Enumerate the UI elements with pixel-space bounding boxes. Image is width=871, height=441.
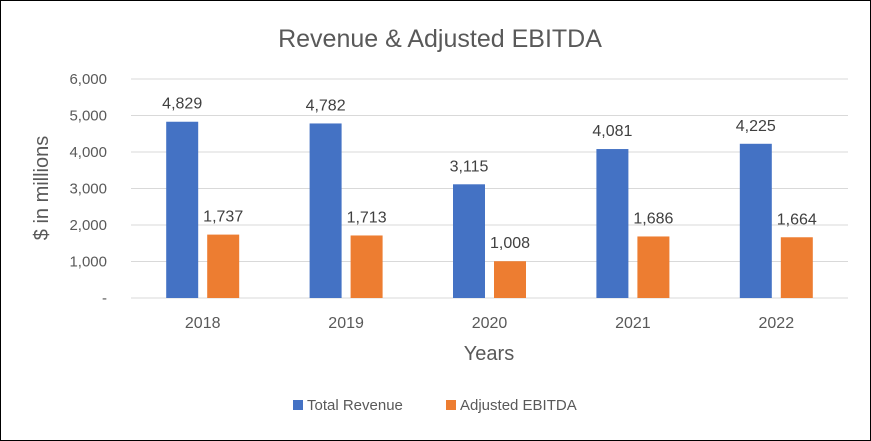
- bar-total-revenue-2022: [739, 143, 772, 298]
- data-label: 1,008: [490, 235, 530, 252]
- data-label: 1,664: [777, 211, 817, 228]
- bar-total-revenue-2018: [166, 121, 199, 298]
- data-label: 4,782: [306, 97, 346, 114]
- bar-adjusted-ebitda-2022: [780, 237, 813, 298]
- legend: Total Revenue Adjusted EBITDA: [293, 397, 577, 414]
- x-axis-categories: 2018 2019 2020 2021 2022: [185, 315, 794, 332]
- x-tick-label: 2022: [759, 315, 795, 332]
- bars: [166, 121, 813, 298]
- bar-adjusted-ebitda-2019: [350, 235, 383, 298]
- y-axis-title: $ in millions: [31, 136, 53, 240]
- data-labels: 4,829 1,737 4,782 1,713 3,115 1,008 4,081 1,686…: [162, 96, 817, 252]
- y-tick-label: 2,000: [69, 217, 107, 234]
- data-label: 1,737: [203, 209, 243, 226]
- legend-swatch: [293, 400, 303, 410]
- data-label: 1,686: [633, 210, 673, 227]
- bar-total-revenue-2020: [453, 184, 485, 298]
- y-tick-label: 3,000: [69, 181, 107, 198]
- legend-label: Total Revenue: [307, 397, 403, 414]
- y-tick-label: 1,000: [69, 254, 107, 271]
- chart-title: Revenue & Adjusted EBITDA: [278, 25, 602, 53]
- y-tick-label: 6,000: [69, 71, 107, 88]
- bar-adjusted-ebitda-2020: [494, 261, 526, 298]
- bar-adjusted-ebitda-2018: [207, 234, 240, 298]
- data-label: 3,115: [450, 158, 489, 175]
- data-label: 4,225: [736, 118, 776, 135]
- y-tick-label: 5,000: [69, 108, 107, 125]
- y-tick-label: -: [102, 290, 107, 307]
- data-label: 4,081: [592, 123, 632, 140]
- x-axis-title: Years: [464, 343, 514, 365]
- legend-label: Adjusted EBITDA: [460, 397, 577, 414]
- y-axis-ticks: - 1,000 2,000 3,000 4,000 5,000 6,000: [69, 71, 107, 307]
- legend-swatch: [446, 400, 456, 410]
- data-label: 4,829: [162, 96, 202, 113]
- gridlines: [131, 78, 848, 299]
- x-tick-label: 2018: [185, 315, 221, 332]
- x-tick-label: 2021: [615, 315, 651, 332]
- y-tick-label: 4,000: [69, 144, 107, 161]
- data-label: 1,713: [347, 209, 387, 226]
- bar-adjusted-ebitda-2021: [637, 236, 670, 298]
- bar-total-revenue-2021: [596, 149, 629, 298]
- x-tick-label: 2019: [328, 315, 364, 332]
- x-tick-label: 2020: [472, 315, 508, 332]
- bar-total-revenue-2019: [309, 123, 342, 298]
